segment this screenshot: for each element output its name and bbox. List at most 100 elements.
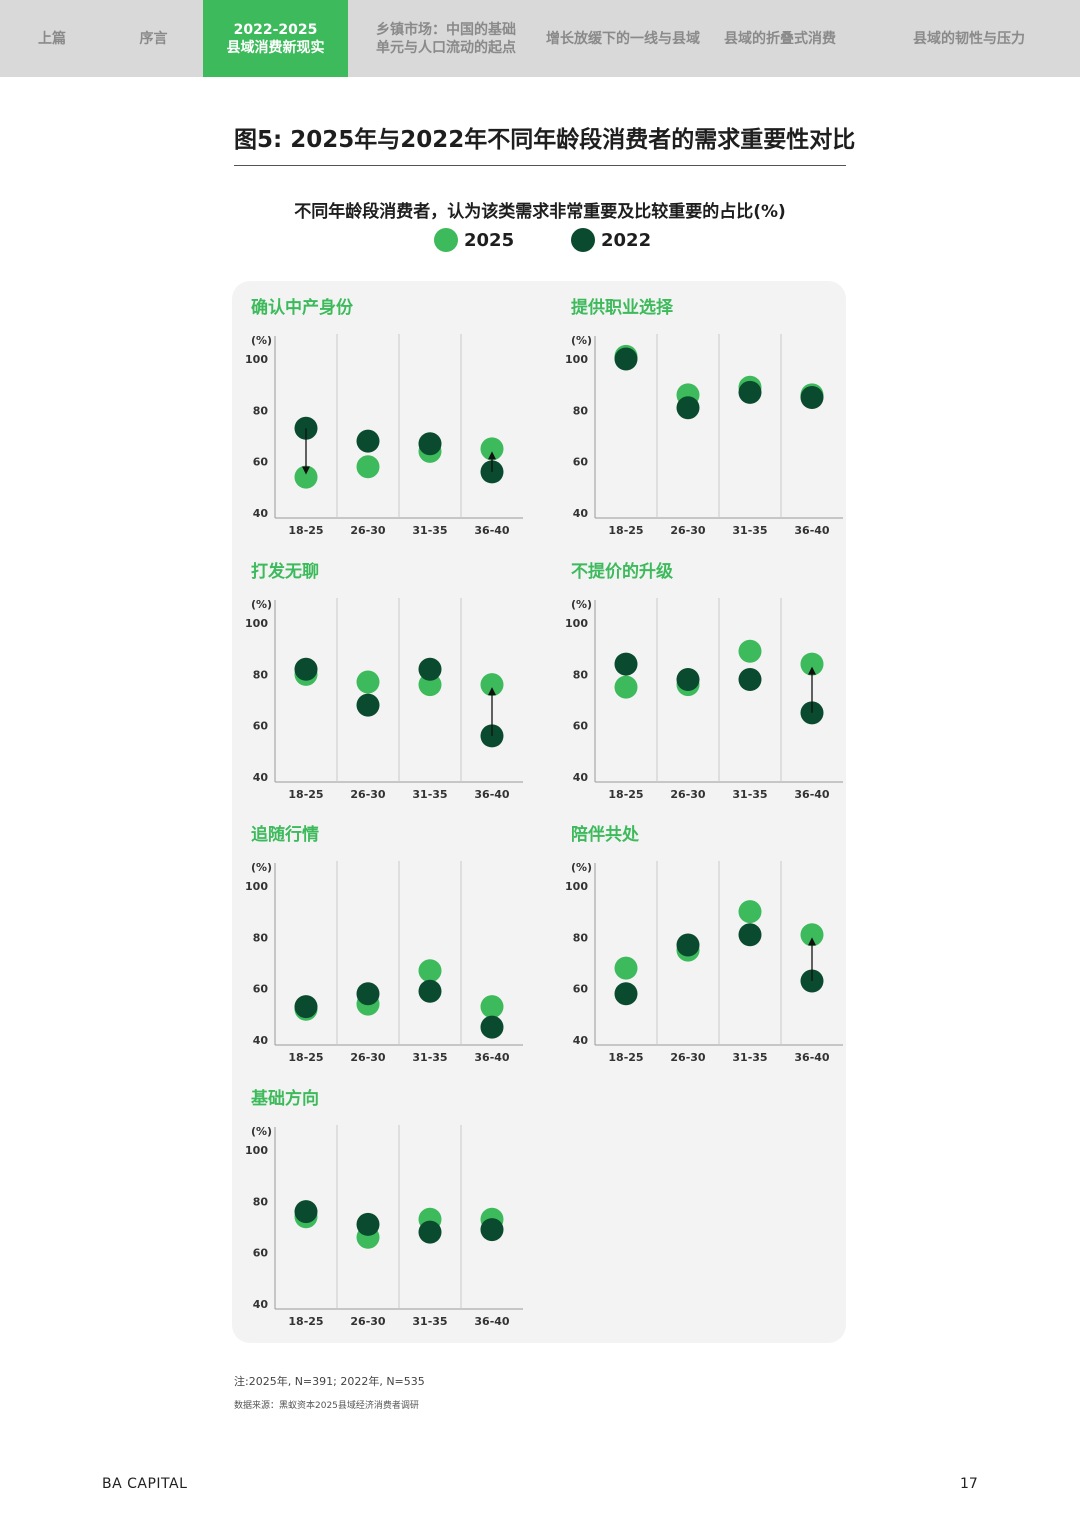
y-tick-label: 80 bbox=[253, 404, 269, 417]
y-tick-label: 60 bbox=[573, 456, 589, 469]
y-unit-label: (%) bbox=[251, 598, 272, 611]
point-2022 bbox=[614, 652, 638, 676]
y-tick-label: 60 bbox=[253, 1247, 269, 1260]
point-2025 bbox=[418, 959, 442, 983]
legend-marker-2022 bbox=[571, 228, 595, 252]
x-tick-label: 36-40 bbox=[474, 788, 510, 801]
x-tick-label: 26-30 bbox=[350, 524, 386, 537]
y-tick-label: 60 bbox=[253, 983, 269, 996]
y-tick-label: 60 bbox=[573, 720, 589, 733]
x-tick-label: 31-35 bbox=[732, 788, 767, 801]
x-tick-label: 18-25 bbox=[288, 1051, 323, 1064]
x-tick-label: 26-30 bbox=[350, 1051, 386, 1064]
point-2022 bbox=[418, 657, 442, 681]
y-tick-label: 40 bbox=[573, 771, 589, 784]
point-2022 bbox=[738, 667, 762, 691]
x-tick-label: 26-30 bbox=[670, 1051, 706, 1064]
x-tick-label: 36-40 bbox=[794, 788, 830, 801]
x-tick-label: 36-40 bbox=[794, 1051, 830, 1064]
y-unit-label: (%) bbox=[251, 334, 272, 347]
change-arrow-head bbox=[488, 687, 496, 696]
y-tick-label: 100 bbox=[245, 1144, 268, 1157]
nav-tab-6[interactable]: 县域的韧性与压力 bbox=[858, 0, 1080, 77]
panel-title: 确认中产身份 bbox=[251, 297, 354, 318]
y-unit-label: (%) bbox=[251, 1125, 272, 1138]
x-tick-label: 31-35 bbox=[732, 524, 767, 537]
panel-title: 不提价的升级 bbox=[571, 561, 673, 582]
nav-tab-label: 县域消费新现实 bbox=[226, 39, 325, 56]
y-tick-label: 40 bbox=[253, 1298, 269, 1311]
x-tick-label: 18-25 bbox=[608, 1051, 643, 1064]
panel-title: 提供职业选择 bbox=[571, 297, 674, 318]
y-tick-label: 80 bbox=[253, 931, 269, 944]
nav-tab-label: 县域的折叠式消费 bbox=[724, 30, 836, 47]
nav-tab-4[interactable]: 增长放缓下的一线与县域 bbox=[544, 0, 702, 77]
point-2022 bbox=[356, 429, 380, 453]
chart-legend: 2025 2022 bbox=[0, 228, 1080, 256]
sample-note: 注:2025年, N=391; 2022年, N=535 bbox=[234, 1375, 425, 1388]
y-tick-label: 80 bbox=[573, 931, 589, 944]
figure-title: 图5: 2025年与2022年不同年龄段消费者的需求重要性对比 bbox=[234, 127, 856, 153]
nav-tab-label: 序言 bbox=[139, 30, 168, 47]
legend-marker-2025 bbox=[434, 228, 458, 252]
y-tick-label: 100 bbox=[565, 880, 588, 893]
point-2025 bbox=[480, 995, 504, 1019]
point-2022 bbox=[418, 432, 442, 456]
nav-tab-1[interactable]: 序言 bbox=[104, 0, 203, 77]
x-tick-label: 31-35 bbox=[732, 1051, 767, 1064]
x-tick-label: 31-35 bbox=[412, 788, 447, 801]
x-tick-label: 26-30 bbox=[670, 788, 706, 801]
page-number: 17 bbox=[960, 1476, 978, 1492]
point-2022 bbox=[356, 693, 380, 717]
point-2025 bbox=[614, 675, 638, 699]
point-2025 bbox=[356, 455, 380, 479]
y-tick-label: 60 bbox=[573, 983, 589, 996]
x-tick-label: 36-40 bbox=[474, 524, 510, 537]
x-tick-label: 18-25 bbox=[288, 524, 323, 537]
point-2025 bbox=[480, 673, 504, 697]
point-2022 bbox=[294, 657, 318, 681]
change-arrow-head bbox=[808, 666, 816, 675]
y-unit-label: (%) bbox=[571, 861, 592, 874]
point-2022 bbox=[676, 933, 700, 957]
nav-tab-5[interactable]: 县域的折叠式消费 bbox=[702, 0, 858, 77]
y-tick-label: 80 bbox=[253, 668, 269, 681]
point-2022 bbox=[480, 1015, 504, 1039]
y-unit-label: (%) bbox=[571, 598, 592, 611]
legend-label-2022: 2022 bbox=[601, 229, 652, 251]
y-tick-label: 80 bbox=[253, 1195, 269, 1208]
y-tick-label: 60 bbox=[253, 456, 269, 469]
x-tick-label: 18-25 bbox=[288, 1315, 323, 1328]
nav-tab-2[interactable]: 2022-2025 县域消费新现实 bbox=[203, 0, 348, 77]
point-2025 bbox=[480, 437, 504, 461]
y-tick-label: 40 bbox=[573, 507, 589, 520]
point-2022 bbox=[676, 396, 700, 420]
title-divider bbox=[234, 165, 846, 166]
y-tick-label: 100 bbox=[565, 353, 588, 366]
x-tick-label: 36-40 bbox=[474, 1051, 510, 1064]
x-tick-label: 26-30 bbox=[350, 788, 386, 801]
nav-tab-label: 单元与人口流动的起点 bbox=[376, 39, 516, 56]
panel-title: 基础方向 bbox=[250, 1088, 319, 1109]
point-2022 bbox=[614, 347, 638, 371]
y-unit-label: (%) bbox=[571, 334, 592, 347]
y-tick-label: 40 bbox=[253, 507, 269, 520]
nav-tab-label: 乡镇市场：中国的基础 bbox=[376, 21, 516, 38]
point-2022 bbox=[614, 982, 638, 1006]
x-tick-label: 18-25 bbox=[608, 524, 643, 537]
nav-tab-3[interactable]: 乡镇市场：中国的基础 单元与人口流动的起点 bbox=[348, 0, 544, 77]
point-2022 bbox=[480, 1218, 504, 1242]
y-tick-label: 40 bbox=[253, 771, 269, 784]
nav-tab-0[interactable]: 上篇 bbox=[0, 0, 104, 77]
section-nav: 上篇 序言 2022-2025 县域消费新现实 乡镇市场：中国的基础 单元与人口流动的起点… bbox=[0, 0, 1080, 77]
y-tick-label: 80 bbox=[573, 404, 589, 417]
point-2022 bbox=[738, 380, 762, 404]
point-2022 bbox=[676, 667, 700, 691]
y-tick-label: 100 bbox=[245, 353, 268, 366]
panel-title: 陪伴共处 bbox=[571, 824, 640, 845]
point-2022 bbox=[356, 1212, 380, 1236]
point-2025 bbox=[294, 465, 318, 489]
charts-panel bbox=[232, 281, 846, 1343]
brand-footer: BA CAPITAL bbox=[102, 1476, 188, 1492]
point-2025 bbox=[800, 923, 824, 947]
